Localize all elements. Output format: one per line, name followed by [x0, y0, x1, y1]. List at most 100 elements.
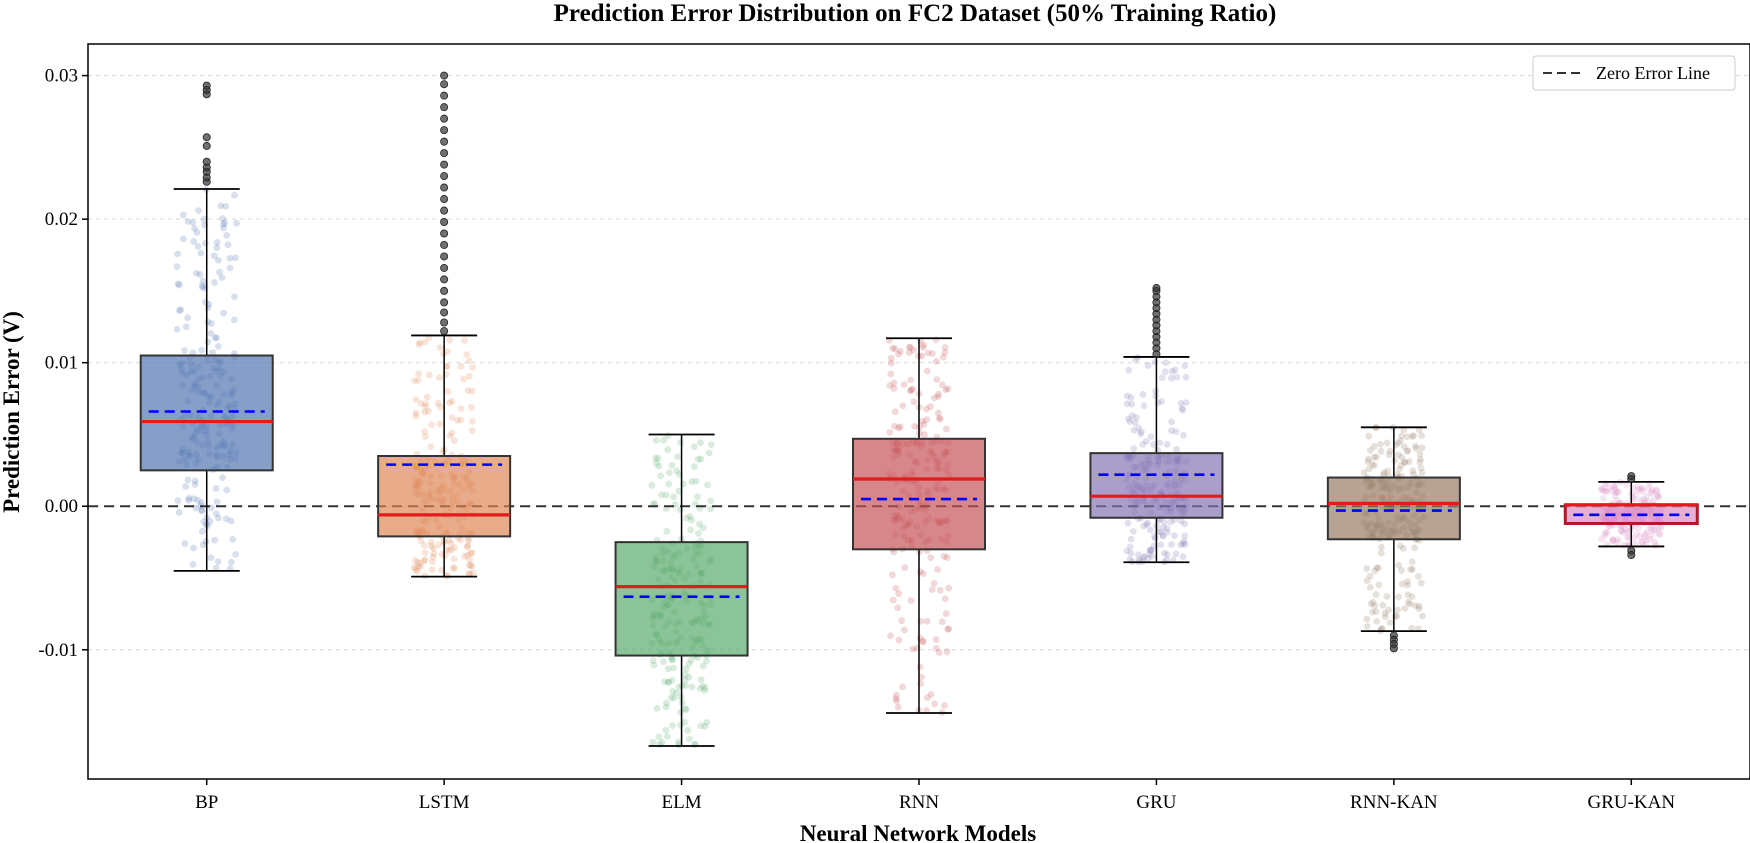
- jitter-point: [430, 550, 438, 558]
- jitter-point: [463, 351, 471, 358]
- jitter-point: [1167, 518, 1175, 526]
- box-rnn-kan: [1326, 426, 1461, 653]
- jitter-point: [1381, 613, 1389, 621]
- jitter-point: [1168, 418, 1175, 426]
- jitter-point: [943, 648, 951, 656]
- outlier-point: [440, 183, 449, 192]
- jitter-point: [1394, 439, 1402, 447]
- jitter-point: [436, 344, 444, 352]
- jitter-point: [1403, 447, 1411, 455]
- jitter-point: [923, 405, 930, 413]
- jitter-point: [447, 539, 455, 547]
- jitter-point: [223, 486, 231, 494]
- jitter-point: [1154, 399, 1162, 407]
- jitter-point: [1132, 414, 1140, 422]
- x-axis-ticks: BP LSTM ELM RNN GRU RNN-KAN GRU-KAN: [195, 779, 1675, 813]
- jitter-point: [911, 422, 918, 430]
- box-elm: [614, 433, 749, 747]
- jitter-point: [1654, 491, 1662, 499]
- jitter-point: [681, 676, 689, 684]
- jitter-point: [890, 379, 898, 387]
- jitter-point: [1180, 537, 1188, 545]
- jitter-point: [1647, 525, 1655, 533]
- jitter-point: [1394, 606, 1401, 614]
- jitter-point: [891, 345, 899, 353]
- jitter-point: [436, 403, 444, 411]
- jitter-point: [214, 256, 222, 264]
- jitter-point: [1163, 551, 1171, 558]
- y-tick-label: 0.01: [45, 353, 78, 374]
- jitter-point: [653, 459, 660, 467]
- jitter-point: [436, 420, 444, 428]
- jitter-point: [1655, 530, 1663, 538]
- jitter-point: [1372, 453, 1380, 461]
- jitter-point: [935, 390, 942, 398]
- jitter-point: [677, 721, 685, 729]
- jitter-point: [921, 431, 928, 438]
- jitter-point: [1415, 602, 1423, 610]
- jitter-point: [1126, 543, 1134, 551]
- jitter-point: [1613, 496, 1621, 504]
- outlier-point: [1389, 644, 1398, 653]
- jitter-point: [1609, 537, 1617, 544]
- jitter-point: [428, 542, 435, 550]
- jitter-point: [1179, 553, 1187, 561]
- jitter-point: [696, 685, 704, 692]
- jitter-point: [197, 249, 205, 257]
- jitter-point: [1408, 433, 1416, 440]
- jitter-point: [1146, 526, 1154, 534]
- outlier-point: [440, 229, 449, 238]
- jitter-point: [1177, 517, 1185, 525]
- jitter-point: [1163, 524, 1171, 532]
- jitter-point: [1610, 482, 1618, 490]
- jitter-point: [1650, 497, 1657, 504]
- jitter-point: [706, 505, 714, 513]
- jitter-point: [1612, 488, 1620, 496]
- jitter-point: [1598, 535, 1606, 543]
- jitter-point: [1372, 591, 1380, 598]
- jitter-point: [1644, 497, 1651, 505]
- jitter-point: [1164, 528, 1171, 536]
- jitter-point: [682, 671, 689, 678]
- outlier-point: [440, 218, 449, 227]
- jitter-point: [682, 706, 690, 713]
- jitter-point: [1147, 433, 1155, 440]
- jitter-point: [670, 694, 678, 702]
- jitter-point: [945, 584, 953, 592]
- jitter-point: [1123, 392, 1131, 400]
- jitter-point: [1638, 538, 1646, 546]
- jitter-point: [1405, 458, 1413, 465]
- jitter-point: [1383, 439, 1391, 447]
- jitter-point: [1605, 484, 1613, 492]
- jitter-point: [213, 498, 221, 506]
- jitter-point: [1645, 484, 1652, 492]
- jitter-point: [1618, 527, 1626, 535]
- jitter-point: [1411, 602, 1419, 609]
- jitter-point: [1370, 453, 1378, 461]
- jitter-point: [945, 625, 953, 633]
- jitter-point: [192, 504, 200, 512]
- jitter-point: [231, 293, 238, 301]
- jitter-point: [185, 494, 193, 502]
- jitter-point: [650, 500, 658, 507]
- jitter-point: [1403, 433, 1411, 441]
- x-tick-label: GRU: [1136, 792, 1176, 813]
- jitter-point: [670, 664, 677, 672]
- jitter-point: [1639, 495, 1647, 503]
- outlier-point: [1627, 551, 1636, 560]
- jitter-point: [446, 399, 453, 407]
- jitter-point: [198, 507, 206, 515]
- jitter-point: [1181, 520, 1188, 528]
- legend-box: [1532, 55, 1736, 91]
- jitter-point: [940, 552, 948, 560]
- jitter-point: [463, 543, 471, 551]
- jitter-point: [669, 656, 676, 664]
- box-gru: [1089, 284, 1224, 564]
- jitter-point: [446, 336, 453, 344]
- jitter-point: [926, 403, 934, 411]
- jitter-point: [198, 346, 206, 354]
- jitter-point: [468, 563, 476, 570]
- box-body: [852, 437, 986, 551]
- jitter-point: [1371, 602, 1379, 610]
- jitter-point: [1124, 519, 1132, 527]
